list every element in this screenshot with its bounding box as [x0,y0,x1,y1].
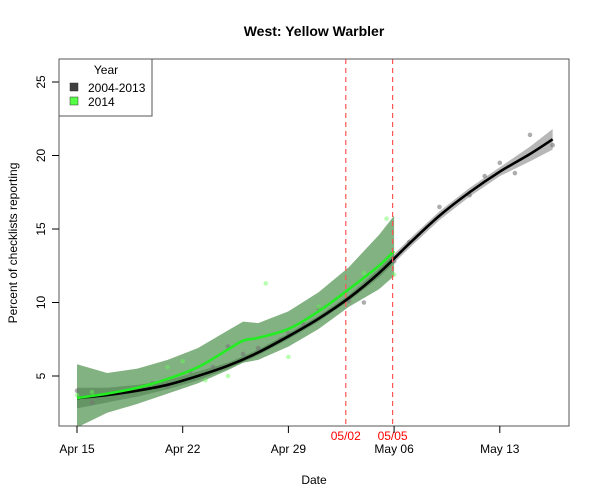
y-axis-label: Percent of checklists reporting [6,163,20,324]
data-point-2014 [180,359,185,364]
x-tick-label: Apr 29 [271,442,307,456]
x-tick-label: May 13 [480,442,520,456]
data-point-2014 [286,354,291,360]
data-point-2004-2013 [550,142,555,148]
data-point-2014 [361,270,367,276]
data-point-2014 [316,304,321,310]
fit-line-2004-2013 [76,138,554,400]
x-axis: Apr 15 Apr 22 Apr 29 May 06 May 13 [59,426,520,456]
legend-swatch-2014 [69,96,79,106]
legend-label-2004-2013: 2004-2013 [88,81,146,95]
y-tick-label: 5 [34,372,48,379]
data-point-2004-2013 [240,351,246,357]
confidence-band-2014 [77,215,395,426]
y-axis: 5 10 15 20 25 [34,75,59,379]
data-point-2014 [165,364,170,370]
x-axis-label: Date [301,473,327,487]
data-point-2004-2013 [361,300,367,305]
plot-frame [58,58,570,427]
data-point-2004-2013 [89,400,95,405]
data-point-2014 [74,392,80,398]
y-tick-label: 15 [34,222,48,236]
data-point-2014 [263,281,269,286]
legend: Year 2004-2013 2014 [58,58,153,117]
data-point-2004-2013 [512,170,518,176]
legend-swatch-2004-2013 [69,82,79,92]
data-point-2014 [225,373,231,379]
x-tick-label: May 06 [374,442,414,456]
data-point-2004-2013 [482,173,488,179]
legend-label-2014: 2014 [88,95,115,109]
reference-line-label: 05/05 [378,429,408,443]
reference-line-label: 05/02 [331,429,361,443]
data-point-2004-2013 [210,364,216,370]
data-point-2004-2013 [527,132,533,138]
y-tick-label: 25 [34,75,48,89]
data-point-2004-2013 [497,160,503,166]
data-point-2014 [203,378,208,383]
chart-title: West: Yellow Warbler [244,23,385,39]
data-point-2004-2013 [74,388,80,394]
x-tick-label: Apr 22 [165,442,201,456]
x-tick-label: Apr 15 [59,442,95,456]
y-tick-label: 20 [34,149,48,163]
data-point-2014 [384,216,389,222]
plot-area: 05/02 05/05 [74,59,555,443]
data-point-2004-2013 [255,345,261,351]
data-point-2004-2013 [437,204,442,210]
fit-line-2014 [76,250,396,400]
legend-title: Year [94,63,118,77]
data-point-2014 [89,389,95,395]
y-tick-label: 10 [34,296,48,310]
